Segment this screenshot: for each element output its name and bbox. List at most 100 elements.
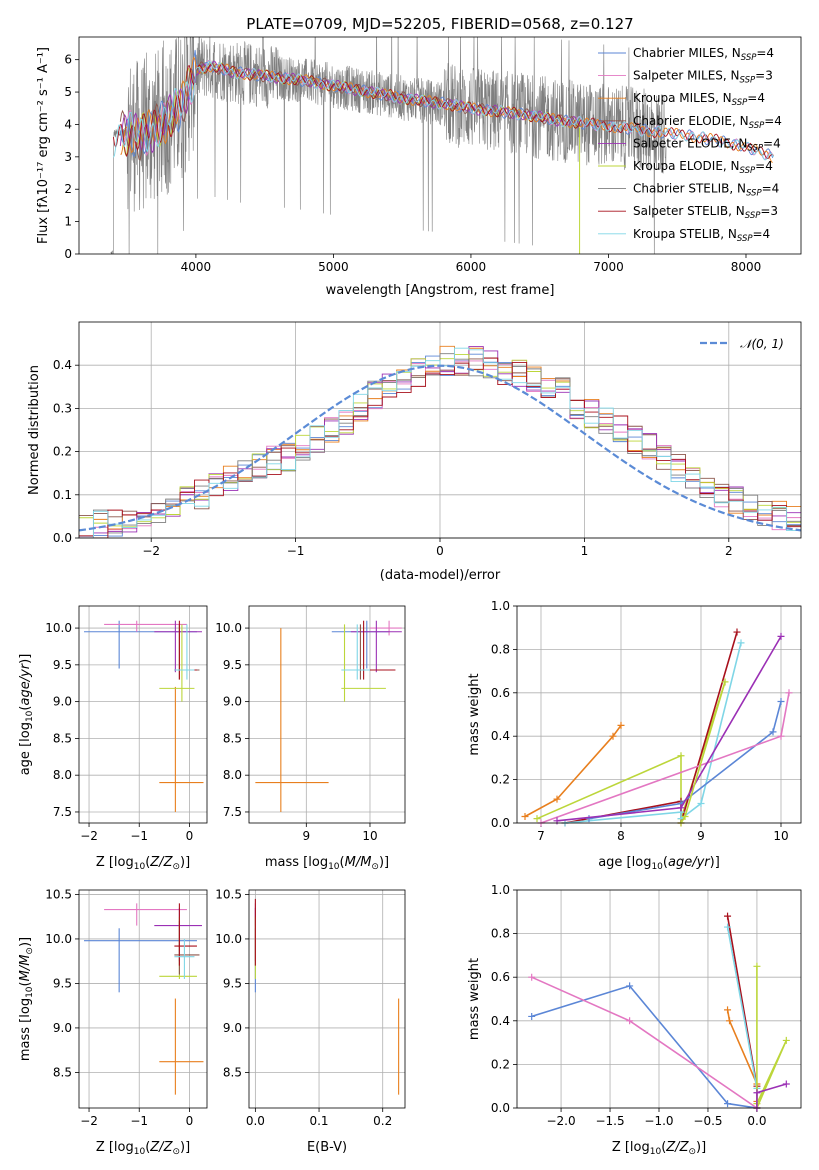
- normal-curve: [79, 364, 801, 532]
- label-sub: ⊙: [688, 1147, 696, 1157]
- legend-text: =4: [753, 227, 771, 241]
- label-part: )]: [18, 654, 33, 664]
- legend-text: =4: [764, 114, 782, 128]
- model-spectrum-kroupa_miles: [120, 56, 773, 163]
- y-tick-label: 8.5: [53, 731, 72, 745]
- axes-frame: [248, 605, 406, 824]
- legend-sub: SSP: [740, 166, 756, 176]
- label-part: mass [log: [265, 855, 328, 870]
- x-tick-label: −1: [130, 829, 148, 843]
- axes-frame: [78, 36, 802, 255]
- y-tick-label: 4: [64, 117, 72, 131]
- y-axis-label: Normed distribution: [27, 365, 42, 495]
- axes-frame: [248, 889, 406, 1109]
- axes-frame: [78, 321, 802, 539]
- y-tick-label: 6: [64, 53, 72, 67]
- label-sub: ⊙: [172, 1147, 180, 1157]
- y-tick-label: 1.0: [491, 883, 510, 897]
- weight-point: [521, 812, 529, 820]
- weight-series-kroupa_miles: [524, 724, 622, 818]
- label-part: (: [663, 855, 668, 870]
- x-axis-label: age [log10(age/yr)]: [598, 855, 720, 872]
- y-tick-label: 7.5: [53, 805, 72, 819]
- x-tick-label: −0.5: [693, 1114, 722, 1128]
- weight-point: [724, 1100, 732, 1108]
- axes-mass_vs_Z: −2 −1 08.59.09.510.010.5Z [log10(Z/Z⊙)]mas…: [18, 887, 207, 1157]
- legend-entry: Kroupa MILES, NSSP=4: [633, 91, 765, 108]
- legend-sub: SSP: [746, 189, 762, 199]
- weight-point: [737, 639, 745, 647]
- label-italic: age/yr: [18, 662, 33, 705]
- label-part: mass [log: [18, 998, 33, 1061]
- label-sub: 10: [650, 1147, 662, 1157]
- weight-point: [626, 1017, 634, 1025]
- y-tick-label: 2: [64, 182, 72, 196]
- y-tick-label: 0.6: [491, 970, 510, 984]
- label-italic: M/M: [18, 955, 33, 982]
- weight-point: [528, 973, 536, 981]
- y-tick-label: 1: [64, 215, 72, 229]
- histogram-salpeter_stelib: [79, 357, 801, 538]
- x-tick-label: 5000: [318, 260, 349, 274]
- y-axis-label: Flux [fλ10⁻¹⁷ erg cm⁻² s⁻¹ A⁻¹]: [36, 47, 51, 244]
- axes-frame: [516, 605, 802, 824]
- x-tick-label: 10: [773, 829, 788, 843]
- y-axis-label: mass weight: [467, 673, 482, 755]
- x-tick-label: 7: [537, 829, 545, 843]
- label-part: (: [145, 1140, 150, 1155]
- y-axis-label: mass [log10(M/M⊙)]: [18, 937, 35, 1061]
- legend-text: =4: [755, 159, 773, 173]
- label-sub: 10: [25, 986, 35, 998]
- legend-entry: Chabrier ELODIE, NSSP=4: [633, 114, 782, 131]
- label-part: )]: [696, 1140, 706, 1155]
- legend-entry: 𝒩(0, 1): [740, 337, 784, 351]
- legend-sub: SSP: [749, 121, 765, 131]
- x-axis-label: E(B-V): [307, 1140, 347, 1155]
- y-tick-label: 10.0: [45, 621, 72, 635]
- label-part: Z [log: [612, 1140, 650, 1155]
- label-italic: Z/Z: [149, 855, 173, 870]
- y-tick-label: 9.5: [223, 976, 242, 990]
- legend-sub: SSP: [740, 76, 756, 86]
- axes-frame: [516, 889, 802, 1109]
- weight-series-chabrier_miles: [531, 984, 758, 1108]
- axes-frame: [78, 605, 208, 824]
- weight-point: [753, 1089, 761, 1097]
- y-tick-label: 8.0: [53, 768, 72, 782]
- legend-text: =3: [760, 204, 778, 218]
- legend-text: Chabrier ELODIE, N: [633, 114, 749, 128]
- weight-point: [585, 815, 593, 823]
- y-tick-label: 9.0: [53, 695, 72, 709]
- x-tick-label: 8000: [731, 260, 762, 274]
- x-tick-label: 0.0: [246, 1114, 265, 1128]
- y-axis-label: age [log10(age/yr)]: [18, 654, 35, 776]
- x-tick-label: 9: [697, 829, 705, 843]
- weight-point: [782, 1080, 790, 1088]
- legend-text: Kroupa STELIB, N: [633, 227, 737, 241]
- label-italic: Z/Z: [665, 1140, 689, 1155]
- legend-entry: Kroupa ELODIE, NSSP=4: [633, 159, 773, 176]
- axes-spectrum: 4000 5000 6000 7000 8000 0 1 2 3 4 5 6 Chabrier MILE…: [36, 37, 782, 298]
- legend-text: =3: [755, 69, 773, 83]
- legend-text: Kroupa ELODIE, N: [633, 159, 740, 173]
- weight-series-kroupa_stelib: [726, 926, 758, 1108]
- label-part: )]: [18, 937, 33, 947]
- weight-point: [753, 962, 761, 970]
- legend-sub: SSP: [737, 234, 753, 244]
- legend-text: Chabrier MILES, N: [633, 46, 741, 60]
- x-tick-label: 0.2: [373, 1114, 392, 1128]
- legend-text: =4: [763, 136, 781, 150]
- weight-point: [724, 912, 732, 920]
- label-italic: Z/Z: [149, 1140, 173, 1155]
- weight-point: [528, 1012, 536, 1020]
- legend-entry: Salpeter ELODIE, NSSP=4: [633, 136, 781, 153]
- y-tick-label: 10.0: [45, 932, 72, 946]
- y-tick-label: 0.0: [53, 531, 72, 545]
- weight-point: [785, 689, 793, 697]
- axes-residual_hist: −2 −1 0 1 2 0.0 0.1 0.2 0.3 0.4 𝒩(0, 1) (data-model…: [27, 322, 801, 583]
- weight-point: [777, 732, 785, 740]
- weight-point: [553, 795, 561, 803]
- y-tick-label: 8.5: [53, 1065, 72, 1079]
- weight-series-kroupa_miles: [726, 1009, 758, 1102]
- weight-point: [726, 1017, 734, 1025]
